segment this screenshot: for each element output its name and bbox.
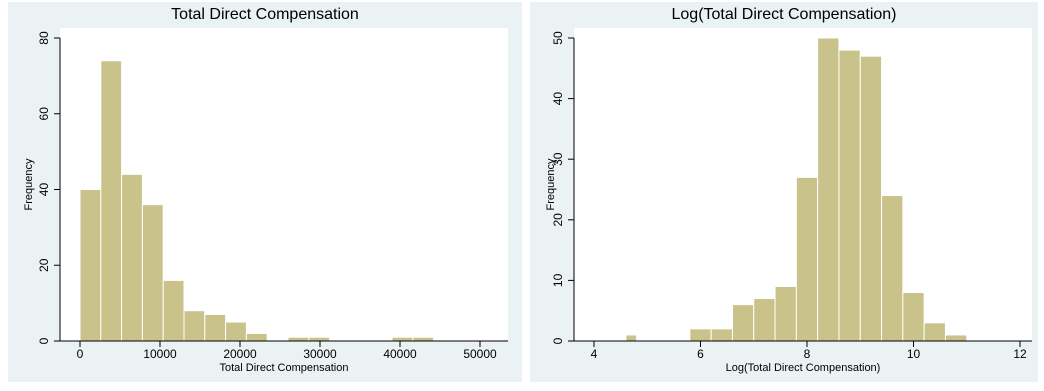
histogram-bar (412, 336, 435, 342)
histogram-bar (183, 310, 206, 342)
y-tick-label: 20 (551, 213, 565, 227)
x-tick-label: 40000 (383, 347, 417, 361)
y-tick-label: 50 (551, 31, 565, 45)
x-axis-label: Log(Total Direct Compensation) (726, 362, 881, 374)
bars (625, 37, 968, 342)
x-tick-label: 0 (77, 347, 84, 361)
histogram-bar (204, 313, 227, 342)
chart-panel-2: Log(Total Direct Compensation) 0 10 20 30 40 5… (530, 2, 1038, 382)
histogram-bar (838, 49, 861, 342)
histogram-bar (287, 336, 310, 342)
histogram-bar (625, 334, 638, 342)
histogram-bar (944, 334, 968, 342)
chart-title: Total Direct Compensation (171, 6, 359, 23)
histogram-bar (881, 195, 904, 342)
histogram-bar (774, 285, 797, 342)
x-tick-label: 50000 (463, 347, 497, 361)
histogram-bar (308, 336, 331, 342)
y-tick-label: 10 (551, 273, 565, 287)
histogram-bar (121, 173, 143, 342)
histogram-bar (245, 332, 268, 342)
x-tick-label: 10 (907, 347, 921, 361)
histogram-bar (731, 304, 755, 342)
x-tick-label: 6 (697, 347, 704, 361)
y-tick-label: 40 (551, 92, 565, 106)
x-tick-label: 10000 (143, 347, 177, 361)
histogram-bar (902, 292, 925, 342)
y-tick-label: 60 (37, 107, 51, 121)
histogram-bar (391, 336, 414, 342)
histogram-bar (795, 176, 819, 342)
x-tick-label: 30000 (303, 347, 337, 361)
histogram-bar (225, 321, 247, 342)
y-tick-label: 40 (37, 183, 51, 197)
y-axis-label: Frequency (545, 158, 557, 210)
y-tick-label: 0 (551, 337, 565, 344)
x-tick-label: 20000 (223, 347, 257, 361)
chart-title: Log(Total Direct Compensation) (672, 6, 897, 23)
histogram-bar (923, 322, 946, 342)
histogram-bar (817, 37, 840, 342)
x-axis-label: Total Direct Compensation (219, 362, 348, 374)
x-tick-label: 4 (591, 347, 598, 361)
histogram-bar (79, 189, 102, 342)
y-tick-label: 0 (37, 337, 51, 344)
histogram-bar (162, 279, 185, 342)
chart-panel-1: Total Direct Compensation 0 20 40 60 80 Freque… (8, 2, 522, 382)
bars (79, 60, 435, 342)
histogram-bar (689, 328, 712, 342)
y-tick-label: 20 (37, 258, 51, 272)
x-tick-label: 12 (1013, 347, 1027, 361)
y-tick-label: 30 (551, 152, 565, 166)
histogram-bar (141, 204, 164, 342)
histogram-bar (753, 298, 776, 342)
histogram-bar (859, 55, 883, 342)
histogram-bar (100, 60, 123, 342)
histogram-bar (710, 328, 733, 342)
y-tick-label: 80 (37, 31, 51, 45)
x-tick-label: 8 (804, 347, 811, 361)
y-axis-label: Frequency (23, 158, 35, 210)
